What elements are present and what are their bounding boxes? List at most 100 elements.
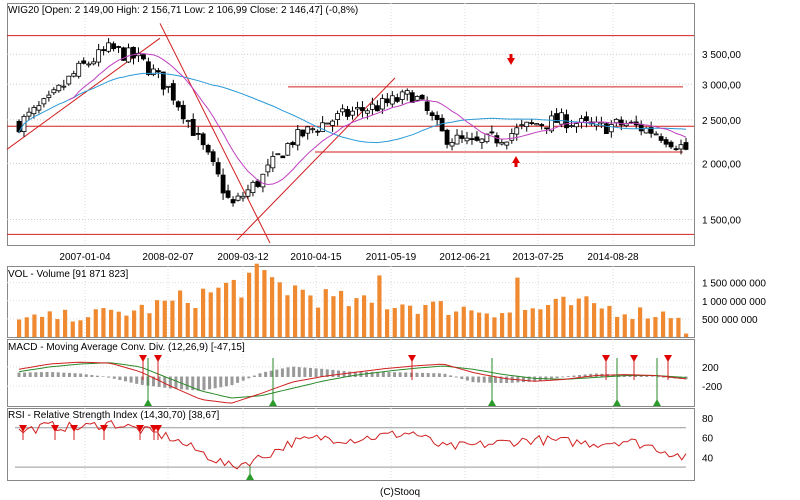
- candle-body: [374, 105, 380, 112]
- rsi-sell-signal-marker: [70, 425, 78, 432]
- candle-body: [210, 151, 216, 162]
- candle-body: [200, 133, 206, 146]
- candle-body: [663, 139, 669, 145]
- candle-body: [275, 153, 281, 156]
- volume-bar: [599, 308, 604, 337]
- macd-hist-bar: [23, 372, 27, 377]
- candle-body: [310, 128, 316, 131]
- volume-bar: [155, 300, 160, 337]
- volume-bars: [17, 263, 689, 337]
- volume-bar: [124, 315, 129, 337]
- macd-hist-bar: [376, 371, 380, 377]
- macd-sell-signal-marker: [154, 355, 162, 362]
- macd-sell-signal-marker: [408, 355, 416, 362]
- macd-hist-bar: [544, 376, 548, 380]
- candle-body: [355, 107, 360, 110]
- macd-hist-bar: [611, 374, 615, 377]
- macd-panel-title: MACD - Moving Average Conv. Div. (12,26,…: [8, 342, 245, 353]
- candle-body: [653, 133, 659, 136]
- volume-bar: [668, 318, 673, 337]
- candle-body: [340, 108, 345, 113]
- candle-body: [31, 107, 37, 115]
- candle-body: [320, 122, 326, 132]
- macd-hist-bar: [566, 376, 570, 377]
- macd-hist-bar: [269, 370, 273, 377]
- macd-hist-bar: [208, 376, 212, 390]
- candle-body: [185, 120, 191, 122]
- volume-bar: [546, 304, 551, 337]
- macd-hist-bar: [381, 371, 385, 377]
- macd-hist-bar: [297, 367, 301, 377]
- volume-bar: [86, 317, 91, 337]
- candle-body: [484, 133, 490, 143]
- volume-bar: [507, 312, 512, 337]
- price-ytick-label-0: 1 500,00: [702, 216, 741, 227]
- volume-bar: [469, 310, 474, 337]
- candle-body: [106, 42, 111, 52]
- macd-hist-bar: [460, 376, 464, 380]
- candle-body: [290, 142, 296, 146]
- candle-body: [648, 127, 654, 134]
- candle-body: [514, 127, 520, 135]
- macd-hist-bar: [404, 372, 408, 377]
- macd-sell-signal-marker: [630, 355, 638, 362]
- macd-hist-bar: [230, 376, 234, 386]
- macd-hist-bar: [628, 375, 632, 377]
- volume-bar: [615, 316, 620, 337]
- macd-hist-bar: [152, 376, 156, 387]
- volume-bar: [254, 263, 259, 337]
- candle-body: [305, 126, 311, 134]
- candle-body: [225, 190, 231, 198]
- macd-hist-bar: [656, 376, 660, 378]
- macd-sell-signal-marker: [664, 355, 672, 362]
- volume-bar: [385, 309, 390, 337]
- candle-body: [345, 109, 350, 117]
- volume-bar: [354, 298, 359, 337]
- volume-bar: [423, 304, 428, 337]
- volume-bar: [300, 289, 305, 337]
- candle-body: [494, 135, 500, 144]
- x-axis-label-5: 2012-06-21: [439, 252, 491, 263]
- macd-hist-bar: [224, 376, 228, 387]
- volume-bar: [323, 289, 328, 337]
- macd-hist-bar: [398, 372, 402, 377]
- volume-bar: [346, 306, 351, 337]
- candle-body: [180, 104, 186, 120]
- x-axis-label-3: 2010-04-15: [290, 252, 342, 263]
- macd-hist-bar: [482, 376, 486, 383]
- sell-arrow-marker: [507, 58, 515, 65]
- macd-hist-bar: [454, 376, 458, 378]
- candle-body: [618, 119, 624, 126]
- macd-hist-bar: [79, 373, 83, 377]
- volume-bar: [438, 301, 443, 337]
- volume-bar: [484, 313, 489, 337]
- volume-bar: [270, 277, 275, 337]
- volume-bar: [369, 302, 374, 337]
- macd-hist-bar: [56, 372, 60, 377]
- panel-frame-0: [7, 3, 695, 246]
- volume-bar: [293, 285, 298, 337]
- volume-bar: [147, 313, 152, 337]
- candle-body: [678, 144, 684, 150]
- price-ytick-label-4: 3 500,00: [702, 50, 741, 61]
- candle-body: [658, 136, 664, 141]
- candle-body: [51, 89, 57, 94]
- macd-hist-bar: [219, 376, 223, 388]
- volume-bar: [553, 298, 558, 337]
- volume-bar: [63, 309, 68, 337]
- candle-body: [240, 195, 246, 199]
- macd-hist-bar: [353, 371, 357, 377]
- volume-bar: [109, 309, 114, 337]
- macd-hist-bar: [51, 372, 55, 377]
- macd-hist-bar: [437, 373, 441, 377]
- macd-hist-bar: [17, 372, 21, 377]
- candle-body: [519, 124, 525, 127]
- macd-hist-bar: [112, 376, 116, 379]
- macd-hist-bar: [45, 371, 49, 377]
- macd-hist-bar: [471, 376, 475, 383]
- macd-hist-bar: [488, 376, 492, 383]
- macd-hist-bar: [348, 371, 352, 377]
- rsi-sell-signal-marker: [51, 425, 59, 432]
- volume-bar: [653, 317, 658, 337]
- candle-body: [116, 46, 121, 48]
